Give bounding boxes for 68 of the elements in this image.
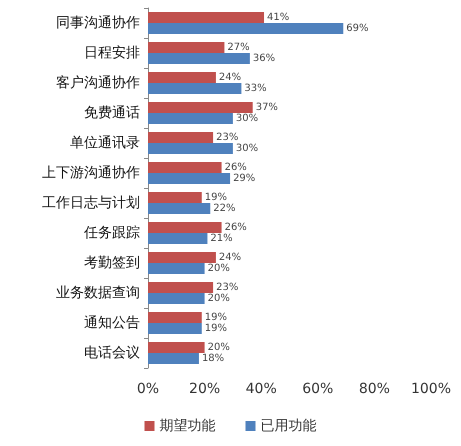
x-tick-label: 0%	[136, 381, 160, 397]
y-tick-label: 日程安排	[84, 45, 140, 61]
data-label: 23%	[216, 282, 238, 293]
bar	[148, 203, 210, 214]
y-tick-label: 业务数据查询	[56, 285, 140, 301]
x-tick-label: 80%	[358, 381, 390, 397]
x-tick-label: 20%	[189, 381, 220, 397]
data-label: 20%	[208, 263, 230, 274]
legend-label: 期望功能	[160, 418, 216, 434]
data-label: 26%	[224, 162, 247, 173]
data-label: 24%	[218, 252, 242, 263]
bar	[148, 252, 216, 263]
bar	[148, 23, 344, 34]
data-label: 30%	[236, 113, 258, 124]
data-label: 36%	[252, 53, 276, 64]
y-tick-label: 客户沟通协作	[56, 75, 140, 91]
bar	[148, 53, 250, 64]
y-tick-label: 免费通话	[84, 105, 140, 121]
x-tick-label: 60%	[302, 381, 334, 397]
bar	[148, 192, 202, 203]
y-tick-label: 单位通讯录	[70, 135, 140, 151]
data-label: 37%	[256, 102, 278, 113]
data-label: 24%	[218, 72, 242, 83]
data-label: 22%	[213, 203, 236, 214]
y-tick-label: 工作日志与计划	[42, 195, 140, 211]
data-label: 69%	[346, 23, 369, 34]
bar	[148, 113, 233, 124]
x-tick-label: 40%	[246, 381, 277, 397]
bar	[148, 72, 216, 83]
data-label: 30%	[236, 143, 258, 154]
data-label: 21%	[210, 233, 233, 244]
bar	[148, 263, 205, 274]
bar	[148, 323, 202, 334]
bar	[148, 42, 224, 53]
legend-label: 已用功能	[260, 418, 316, 434]
data-label: 26%	[224, 222, 247, 233]
bar	[148, 143, 233, 154]
data-label: 23%	[216, 132, 238, 143]
bar	[148, 342, 205, 353]
y-tick-label: 任务跟踪	[83, 225, 140, 241]
data-label: 29%	[233, 173, 256, 184]
data-label: 33%	[244, 83, 267, 94]
bar	[148, 162, 222, 173]
y-tick-label: 电话会议	[84, 345, 140, 361]
data-label: 27%	[227, 42, 250, 53]
y-tick-label: 通知公告	[84, 315, 140, 331]
data-label: 41%	[267, 12, 290, 23]
data-label: 19%	[204, 312, 228, 323]
y-tick-label: 考勤签到	[84, 255, 140, 271]
data-label: 19%	[204, 323, 228, 334]
data-label: 20%	[208, 293, 230, 304]
data-label: 20%	[208, 342, 230, 353]
bar	[148, 293, 205, 304]
y-tick-label: 同事沟通协作	[56, 15, 140, 31]
bar	[148, 222, 222, 233]
data-label: 19%	[204, 192, 228, 203]
bar	[148, 102, 253, 113]
bar	[148, 173, 230, 184]
bar	[148, 282, 214, 293]
bar	[148, 353, 199, 364]
bar	[148, 83, 242, 94]
bar	[148, 12, 264, 23]
bar	[148, 233, 208, 244]
bar	[148, 312, 202, 323]
x-tick-label: 100%	[410, 381, 452, 397]
data-label: 18%	[202, 353, 224, 364]
y-tick-label: 上下游沟通协作	[42, 165, 140, 181]
bar	[148, 132, 214, 143]
